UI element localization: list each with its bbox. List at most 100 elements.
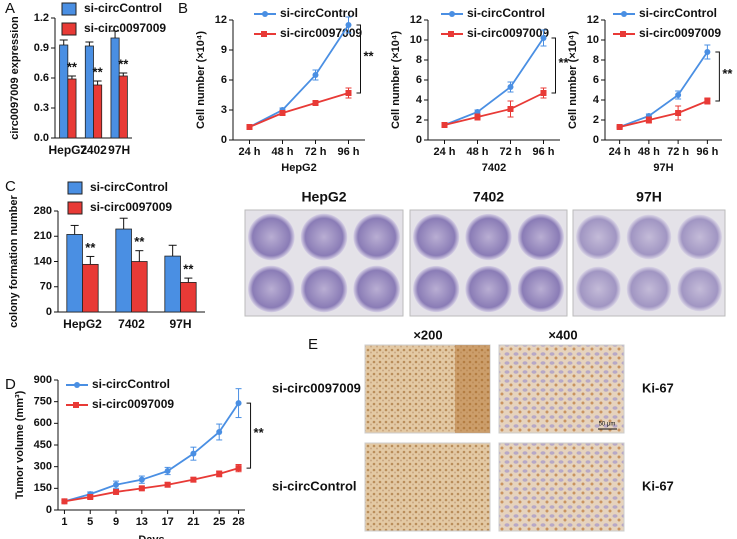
point (216, 429, 223, 435)
x-tick-label: 5 (87, 516, 93, 528)
legend-marker (262, 11, 268, 17)
significance-bracket (715, 51, 720, 102)
point (164, 468, 171, 474)
ihc-image (498, 344, 625, 434)
y-tick-label: 210 (34, 230, 52, 242)
y-tick-label: 4 (416, 94, 423, 106)
error-bar (111, 30, 120, 38)
y-tick-label: 8 (416, 54, 422, 66)
well (677, 266, 723, 312)
well (300, 265, 348, 313)
point (704, 49, 711, 55)
ihc-image (364, 344, 491, 434)
y-tick-label: 300 (34, 461, 52, 473)
y-tick-label: 12 (410, 14, 422, 26)
y-tick-label: 600 (34, 417, 52, 429)
well (465, 213, 512, 261)
error-bar (85, 41, 94, 46)
series-line (249, 92, 349, 128)
magnification: ×400 (548, 327, 577, 342)
significance-bracket (551, 37, 556, 94)
x-tick-label: 97H (169, 317, 191, 331)
y-tick-label: 0.6 (34, 72, 49, 84)
well (517, 265, 564, 313)
x-tick-label: 72 h (499, 146, 521, 158)
x-tick-label: 48 h (638, 146, 660, 158)
well (576, 214, 621, 260)
x-tick-label: 24 h (238, 146, 260, 158)
significance: ** (118, 56, 129, 71)
error-bar (119, 72, 128, 76)
x-tick-label: 7402 (80, 143, 107, 157)
legend-swatch (67, 201, 83, 215)
point (675, 92, 682, 98)
well (413, 265, 460, 313)
y-tick-label: 12 (215, 14, 227, 26)
x-tick-label: 96 h (696, 146, 718, 158)
x-tick-label: 17 (161, 516, 173, 528)
x-tick-label: 72 h (667, 146, 689, 158)
x-tick-label: HepG2 (63, 317, 102, 331)
y-tick-label: 0.0 (34, 132, 49, 144)
series-line (444, 92, 544, 126)
y-tick-label: 3 (221, 104, 227, 116)
panel-label: D (5, 376, 16, 393)
point (540, 90, 547, 96)
x-tick-label: 48 h (271, 146, 293, 158)
x-tick-label: 28 (232, 516, 244, 528)
well (465, 265, 512, 313)
x-axis-label: 97H (653, 162, 673, 174)
legend-marker (261, 31, 267, 37)
legend-label: si-circ0097009 (639, 26, 721, 40)
legend-label: si-circ0097009 (84, 21, 166, 35)
well (626, 266, 672, 312)
point (164, 481, 171, 488)
point (441, 122, 448, 128)
error-bar (67, 75, 76, 79)
y-tick-label: 0 (46, 504, 52, 516)
y-axis-label: colony formation number (8, 194, 20, 327)
point (312, 72, 319, 78)
y-tick-label: 12 (587, 14, 599, 26)
significance: ** (93, 64, 104, 79)
point (345, 22, 352, 28)
point (87, 494, 94, 500)
x-tick-label: 96 h (532, 146, 554, 158)
point (507, 106, 514, 112)
y-axis-label: circ0097009 expression (9, 16, 21, 140)
bar (180, 282, 197, 313)
scale-bar-label: 50 μm (599, 422, 616, 428)
x-axis-label: Days (138, 534, 164, 539)
point (138, 485, 145, 492)
y-tick-label: 4 (593, 94, 600, 106)
group-label: si-circControl (272, 478, 357, 493)
x-tick-label: 24 h (433, 146, 455, 158)
x-tick-label: 7402 (118, 317, 145, 331)
error-bar (93, 80, 102, 85)
point (235, 400, 242, 407)
legend-label: si-circ0097009 (92, 397, 174, 411)
y-tick-label: 10 (410, 34, 422, 46)
y-tick-label: 0.9 (34, 42, 49, 54)
stain-patch (455, 345, 490, 433)
legend-swatch (67, 181, 83, 195)
y-tick-label: 150 (34, 482, 52, 494)
panel-label: A (5, 0, 15, 17)
x-tick-label: 24 h (609, 146, 631, 158)
y-tick-label: 6 (221, 74, 227, 86)
well (248, 265, 295, 313)
x-axis-label: 7402 (482, 162, 506, 174)
error-bar (86, 255, 95, 265)
well (413, 213, 460, 261)
legend-label: si-circ0097009 (467, 26, 549, 40)
point (61, 498, 68, 505)
y-axis-label: Cell number (×10⁴) (567, 31, 579, 129)
series-line (444, 37, 545, 126)
point (675, 110, 682, 116)
y-axis-label: Tumor volume (mm³) (14, 390, 26, 499)
well (626, 214, 672, 260)
well (576, 266, 621, 312)
stain-label: Ki-67 (642, 478, 674, 493)
y-tick-label: 140 (34, 255, 52, 267)
